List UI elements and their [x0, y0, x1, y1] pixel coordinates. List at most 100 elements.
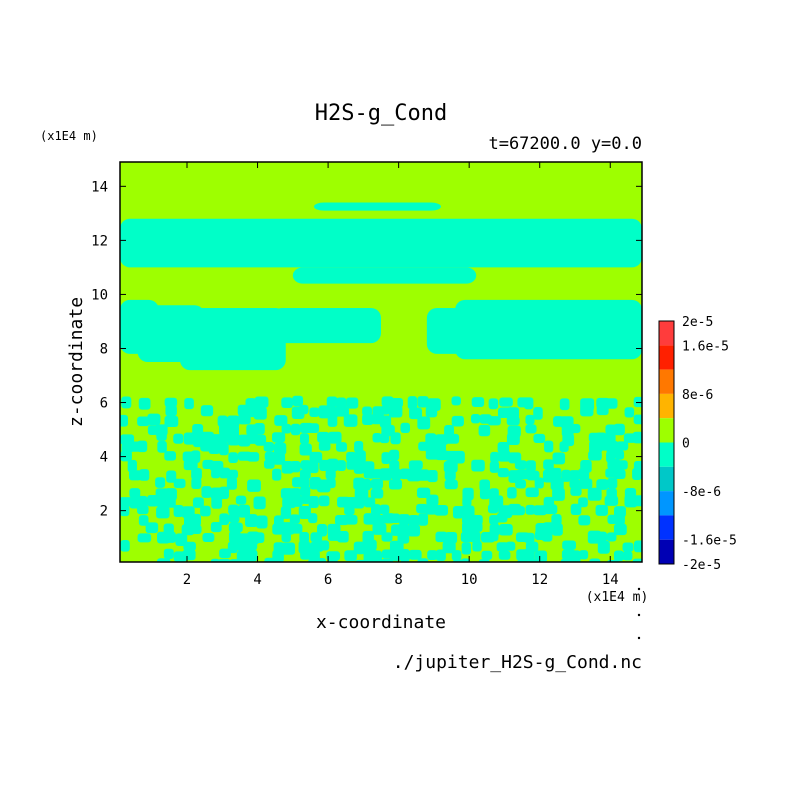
mottled-cell	[380, 558, 394, 562]
mottled-cell	[165, 405, 177, 417]
mottled-cell	[219, 486, 230, 499]
mottled-cell	[200, 441, 212, 452]
mottled-cell	[280, 506, 292, 519]
mottled-cell	[604, 495, 619, 506]
mottled-cell	[309, 451, 323, 463]
mottled-cell	[462, 496, 472, 507]
mottled-cell	[488, 531, 499, 542]
mottled-cell	[202, 532, 215, 543]
mottled-cell	[391, 469, 402, 480]
colorbar-swatch	[659, 515, 674, 540]
mottled-cell	[499, 523, 513, 536]
mottled-cell	[398, 514, 410, 525]
mottled-cell	[489, 514, 499, 525]
mottled-cell	[615, 460, 628, 470]
mottled-cell	[551, 523, 563, 536]
mottled-cell	[606, 440, 619, 454]
mottled-cell	[418, 513, 429, 526]
contour-region	[313, 202, 441, 211]
mottled-cell	[325, 469, 336, 480]
mottled-cell	[120, 450, 132, 462]
colorbar-tick-label: -8e-6	[682, 485, 721, 500]
mottled-cell	[472, 540, 482, 552]
mottled-cell	[417, 416, 431, 430]
mottled-cell	[299, 531, 310, 543]
contour-region	[271, 307, 381, 344]
mottled-cell	[327, 458, 339, 472]
mottled-cell	[451, 396, 461, 406]
mottled-cell	[147, 413, 161, 426]
mottled-cell	[354, 488, 369, 500]
mottled-cell	[200, 405, 214, 417]
mottled-cell	[505, 541, 516, 551]
mottled-cell	[237, 404, 249, 416]
mottled-cell	[337, 531, 349, 543]
mottled-cell	[552, 487, 565, 501]
mottled-cell	[417, 558, 429, 562]
mottled-cell	[238, 413, 251, 425]
mottled-cell	[127, 459, 137, 473]
mottled-cell	[445, 531, 458, 544]
mottled-cell	[228, 522, 243, 533]
mottled-cell	[597, 540, 610, 554]
mottled-cell	[579, 478, 593, 489]
mottled-cell	[461, 542, 472, 555]
mottled-cell	[281, 397, 293, 409]
mottled-cell	[379, 415, 392, 428]
mottled-cell	[416, 487, 431, 498]
contour-region	[179, 307, 286, 371]
mottled-cell	[299, 443, 312, 456]
mottled-cell	[219, 467, 231, 479]
mottled-cell	[390, 432, 401, 445]
mottled-cell	[254, 434, 267, 446]
mottled-cell	[417, 469, 430, 481]
mottled-cell	[489, 488, 499, 498]
mottled-cell	[353, 497, 365, 509]
mottled-cell	[253, 532, 265, 544]
mottled-cell	[525, 414, 535, 425]
mottled-cell	[595, 504, 608, 516]
colorbar-swatch	[659, 393, 674, 419]
y-tick-label: 6	[100, 396, 108, 412]
mottled-cell	[183, 541, 196, 551]
plot-area	[120, 162, 642, 562]
mottled-cell	[497, 442, 510, 454]
mottled-cell	[534, 550, 548, 562]
mottled-cell	[335, 407, 350, 417]
mottled-cell	[362, 413, 374, 425]
mottled-cell	[606, 532, 617, 542]
mottled-cell	[228, 504, 239, 515]
mottled-cell	[407, 524, 421, 537]
mottled-cell	[208, 441, 221, 454]
y-tick-label: 12	[91, 233, 108, 249]
contour-region	[120, 218, 642, 268]
chart-subtitle: t=67200.0 y=0.0	[488, 134, 642, 154]
mottled-cell	[371, 415, 382, 425]
mottled-cell	[326, 396, 338, 408]
mottled-cell	[291, 495, 303, 507]
mottled-cell	[343, 514, 358, 525]
mottled-cell	[219, 548, 231, 559]
mottled-cell	[137, 440, 148, 453]
mottled-cell	[264, 557, 278, 562]
mottled-cell	[253, 496, 266, 510]
colorbar-swatch	[659, 466, 674, 492]
mottled-cell	[497, 450, 511, 462]
y-tick-label: 4	[100, 450, 108, 466]
dot-markers	[637, 587, 641, 640]
mottled-cell	[166, 470, 177, 483]
mottled-cell	[316, 557, 327, 562]
mottled-cell	[570, 503, 582, 516]
mottled-cell	[361, 478, 371, 491]
mottled-cell	[481, 550, 493, 560]
mottled-cell	[526, 460, 536, 472]
mottled-cell	[506, 432, 520, 445]
mottled-cell	[326, 551, 341, 561]
mottled-cell	[246, 549, 258, 562]
contour-region	[292, 267, 477, 284]
mottled-cell	[427, 469, 438, 483]
mottled-cell	[346, 451, 357, 463]
mottled-cell	[570, 486, 582, 496]
mottled-cell	[633, 396, 642, 408]
